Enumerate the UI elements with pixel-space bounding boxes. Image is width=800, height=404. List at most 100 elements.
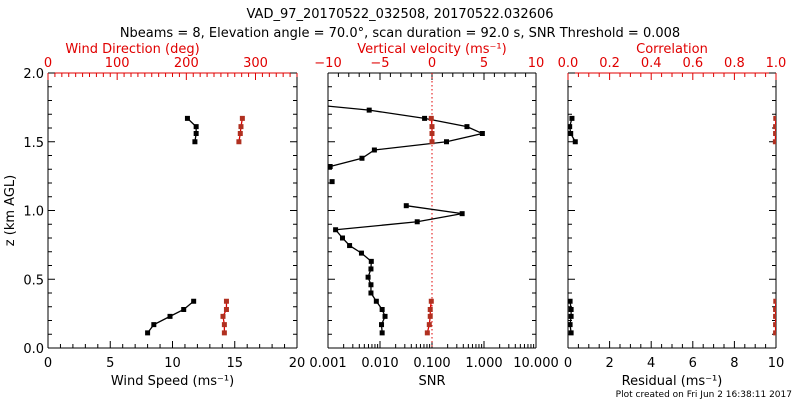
figure-title: VAD_97_20170522_032508, 20170522.032606 — [247, 7, 554, 22]
top-tick-label: 1.0 — [766, 56, 787, 71]
data-point — [368, 266, 373, 271]
data-point — [368, 282, 373, 287]
data-point — [569, 330, 574, 335]
data-point — [224, 299, 229, 304]
series-line — [431, 118, 432, 141]
x-tick-label: 10 — [768, 356, 785, 371]
series-vertical-velocity — [425, 116, 435, 336]
data-point — [192, 139, 197, 144]
x-tick-label: 0.001 — [309, 356, 346, 371]
data-point — [464, 124, 469, 129]
data-point — [238, 124, 243, 129]
data-point — [333, 227, 338, 232]
data-point — [773, 116, 778, 121]
top-tick-label: 0.0 — [558, 56, 579, 71]
y-tick-label: 0.0 — [23, 342, 44, 357]
figure-subtitle: Nbeams = 8, Elevation angle = 70.0°, sca… — [120, 26, 680, 41]
data-point — [773, 124, 778, 129]
data-point — [310, 102, 315, 107]
data-point — [425, 330, 430, 335]
y-tick-label: 0.5 — [23, 273, 44, 288]
data-point — [430, 139, 435, 144]
data-point — [568, 131, 573, 136]
data-point — [569, 314, 574, 319]
x-tick-label: 1.000 — [465, 356, 502, 371]
data-point — [773, 322, 778, 327]
series-line — [239, 118, 242, 141]
top-tick-label: −5 — [370, 56, 389, 71]
data-point — [222, 330, 227, 335]
data-point — [380, 307, 385, 312]
data-point — [773, 139, 778, 144]
data-point — [236, 139, 241, 144]
data-point — [460, 211, 465, 216]
x-tick-label: 2 — [605, 356, 613, 371]
top-tick-label: 0 — [44, 56, 52, 71]
data-point — [569, 307, 574, 312]
data-point — [422, 116, 427, 121]
data-point — [347, 243, 352, 248]
top-tick-label: 0.2 — [599, 56, 620, 71]
data-point — [185, 116, 190, 121]
data-point — [427, 322, 432, 327]
top-axis-label: Correlation — [636, 42, 708, 57]
series-line — [187, 118, 196, 141]
data-point — [773, 131, 778, 136]
data-point — [374, 299, 379, 304]
data-point — [367, 108, 372, 113]
top-tick-label: 300 — [243, 56, 268, 71]
top-tick-label: 200 — [174, 56, 199, 71]
series-line — [312, 105, 482, 167]
top-axis-label: Wind Direction (deg) — [65, 42, 199, 57]
data-point — [428, 314, 433, 319]
data-point — [568, 322, 573, 327]
top-tick-label: 0.4 — [641, 56, 662, 71]
data-point — [429, 116, 434, 121]
y-axis-label: z (km AGL) — [3, 175, 18, 246]
series-snr — [310, 102, 485, 335]
data-point — [369, 259, 374, 264]
top-tick-label: 100 — [105, 56, 130, 71]
data-point — [222, 322, 227, 327]
top-tick-label: 0.6 — [682, 56, 703, 71]
data-point — [568, 299, 573, 304]
data-point — [773, 299, 778, 304]
data-point — [773, 307, 778, 312]
data-point — [359, 251, 364, 256]
data-point — [379, 322, 384, 327]
data-point — [181, 307, 186, 312]
top-tick-label: 5 — [480, 56, 488, 71]
data-point — [151, 322, 156, 327]
data-point — [220, 314, 225, 319]
data-point — [383, 314, 388, 319]
data-point — [359, 156, 364, 161]
x-tick-label: 10.000 — [513, 356, 559, 371]
data-point — [238, 131, 243, 136]
x-tick-label: 0 — [44, 356, 52, 371]
top-axis-label: Vertical velocity (ms⁻¹) — [357, 42, 506, 57]
x-axis-label: SNR — [418, 374, 445, 389]
top-tick-label: 0.8 — [724, 56, 745, 71]
top-tick-label: 10 — [528, 56, 545, 71]
x-tick-label: 6 — [689, 356, 697, 371]
series-wind-direction — [220, 116, 244, 336]
data-point — [194, 124, 199, 129]
top-tick-label: −10 — [314, 56, 341, 71]
data-point — [404, 203, 409, 208]
y-tick-label: 1.5 — [23, 136, 44, 151]
footer-timestamp: Plot created on Fri Jun 2 16:38:11 2017 — [616, 390, 792, 400]
data-point — [168, 314, 173, 319]
data-point — [415, 219, 420, 224]
data-point — [330, 179, 335, 184]
y-tick-label: 2.0 — [23, 67, 44, 82]
data-point — [368, 291, 373, 296]
x-axis-label: Wind Speed (ms⁻¹) — [111, 374, 234, 389]
data-point — [224, 307, 229, 312]
data-point — [573, 139, 578, 144]
data-point — [429, 299, 434, 304]
data-point — [428, 307, 433, 312]
